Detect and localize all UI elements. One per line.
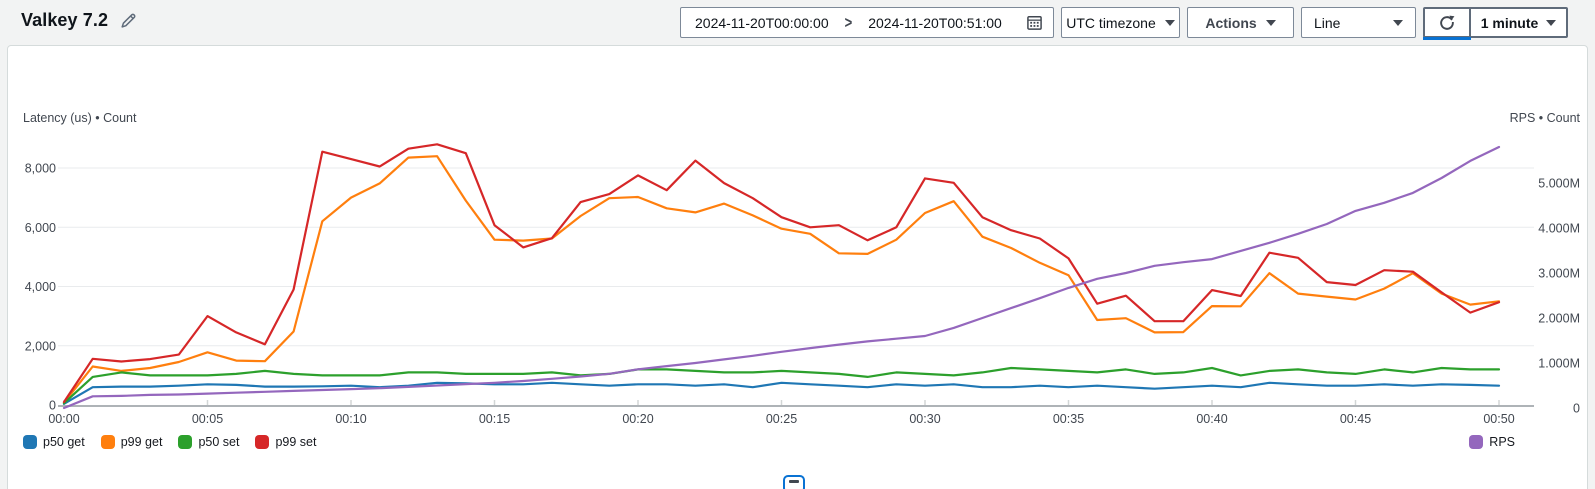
svg-text:3.000M: 3.000M [1538, 267, 1580, 281]
widget-header: Valkey 7.2 2024-11-20T00:00:00 > 2024-11… [0, 0, 1595, 45]
svg-text:Latency (us) • Count: Latency (us) • Count [23, 111, 137, 125]
legend-item-RPS[interactable]: RPS [1469, 435, 1515, 449]
caret-down-icon [1164, 19, 1175, 26]
date-range-picker[interactable]: 2024-11-20T00:00:00 > 2024-11-20T00:51:0… [680, 7, 1054, 38]
legend-label: p99 set [275, 435, 317, 449]
auto-refresh-progress [1423, 37, 1471, 40]
chevron-right-icon: > [844, 13, 853, 32]
chart-type-selected: Line [1314, 14, 1341, 31]
actions-button[interactable]: Actions [1187, 7, 1294, 38]
legend-label: RPS [1489, 435, 1515, 449]
legend-label: p50 get [43, 435, 85, 449]
chart-panel: 00:00 00:05 00:10 00:15 00:20 00:25 00:30 00:35… [7, 45, 1588, 489]
refresh-button[interactable] [1423, 9, 1471, 40]
svg-text:5.000M: 5.000M [1538, 177, 1580, 191]
legend-item-p99-get[interactable]: p99 get [100, 435, 163, 449]
calendar-icon [1026, 14, 1043, 31]
date-range-end: 2024-11-20T00:51:00 [868, 14, 1002, 31]
svg-text:1.000M: 1.000M [1538, 357, 1580, 371]
series-line-RPS [62, 145, 1501, 410]
refresh-icon [1440, 15, 1455, 30]
caret-down-icon [1546, 19, 1557, 26]
drag-handle-bar [789, 480, 799, 483]
svg-text:RPS • Count: RPS • Count [1510, 111, 1581, 125]
chart-type-select[interactable]: Line [1301, 7, 1416, 38]
actions-button-label: Actions [1205, 14, 1257, 31]
svg-text:00:05: 00:05 [192, 412, 223, 426]
series-line-p50-set [62, 366, 1501, 405]
svg-text:00:15: 00:15 [479, 412, 510, 426]
refresh-interval-label: 1 minute [1480, 14, 1539, 31]
legend-label: p99 get [120, 435, 163, 449]
series-line-p50-get [62, 381, 1501, 405]
caret-down-icon [1265, 19, 1276, 26]
legend-swatch-icon [23, 435, 37, 449]
legend-item-p50-set[interactable]: p50 set [178, 435, 239, 449]
legend-swatch-icon [100, 435, 115, 449]
widget-drag-handle[interactable] [783, 475, 805, 489]
legend-swatch-icon [1469, 435, 1484, 449]
edit-title-button[interactable] [118, 10, 139, 31]
legend-swatch-icon [255, 435, 270, 449]
svg-text:00:45: 00:45 [1340, 412, 1371, 426]
series-line-p99-get [62, 155, 1501, 404]
svg-text:2,000: 2,000 [25, 339, 56, 353]
svg-text:8,000: 8,000 [25, 162, 56, 176]
series-line-p99-set [62, 143, 1501, 404]
page-title: Valkey 7.2 [21, 10, 109, 30]
legend-label: p50 set [198, 435, 240, 449]
svg-text:6,000: 6,000 [25, 221, 56, 235]
refresh-interval-dropdown[interactable]: 1 minute [1471, 9, 1566, 36]
pencil-icon [121, 13, 136, 28]
legend-swatch-icon [178, 435, 193, 449]
metrics-chart[interactable]: 00:00 00:05 00:10 00:15 00:20 00:25 00:30 00:35… [8, 46, 1589, 489]
svg-text:00:00: 00:00 [48, 412, 79, 426]
legend-item-p99-set[interactable]: p99 set [255, 435, 316, 449]
date-range-start: 2024-11-20T00:00:00 [695, 14, 829, 31]
timezone-dropdown-label: UTC timezone [1066, 14, 1156, 31]
svg-text:0: 0 [49, 399, 56, 413]
svg-text:2.000M: 2.000M [1538, 312, 1580, 326]
svg-text:00:10: 00:10 [335, 412, 366, 426]
refresh-control-group: 1 minute [1423, 7, 1568, 40]
legend-rps-series: RPS [1469, 433, 1515, 451]
legend-latency-series: p50 get p99 get p50 set p99 set [23, 433, 316, 451]
svg-text:4.000M: 4.000M [1538, 222, 1580, 236]
svg-text:00:30: 00:30 [909, 412, 940, 426]
svg-text:00:40: 00:40 [1196, 412, 1227, 426]
legend-item-p50-get[interactable]: p50 get [23, 435, 85, 449]
caret-down-icon [1393, 19, 1403, 26]
svg-text:00:50: 00:50 [1483, 412, 1514, 426]
timezone-dropdown[interactable]: UTC timezone [1061, 7, 1180, 38]
svg-text:4,000: 4,000 [25, 280, 56, 294]
svg-text:00:35: 00:35 [1053, 412, 1084, 426]
svg-text:00:20: 00:20 [622, 412, 653, 426]
svg-text:0: 0 [1573, 402, 1580, 416]
toolbar: 2024-11-20T00:00:00 > 2024-11-20T00:51:0… [680, 7, 1568, 40]
svg-text:00:25: 00:25 [766, 412, 797, 426]
